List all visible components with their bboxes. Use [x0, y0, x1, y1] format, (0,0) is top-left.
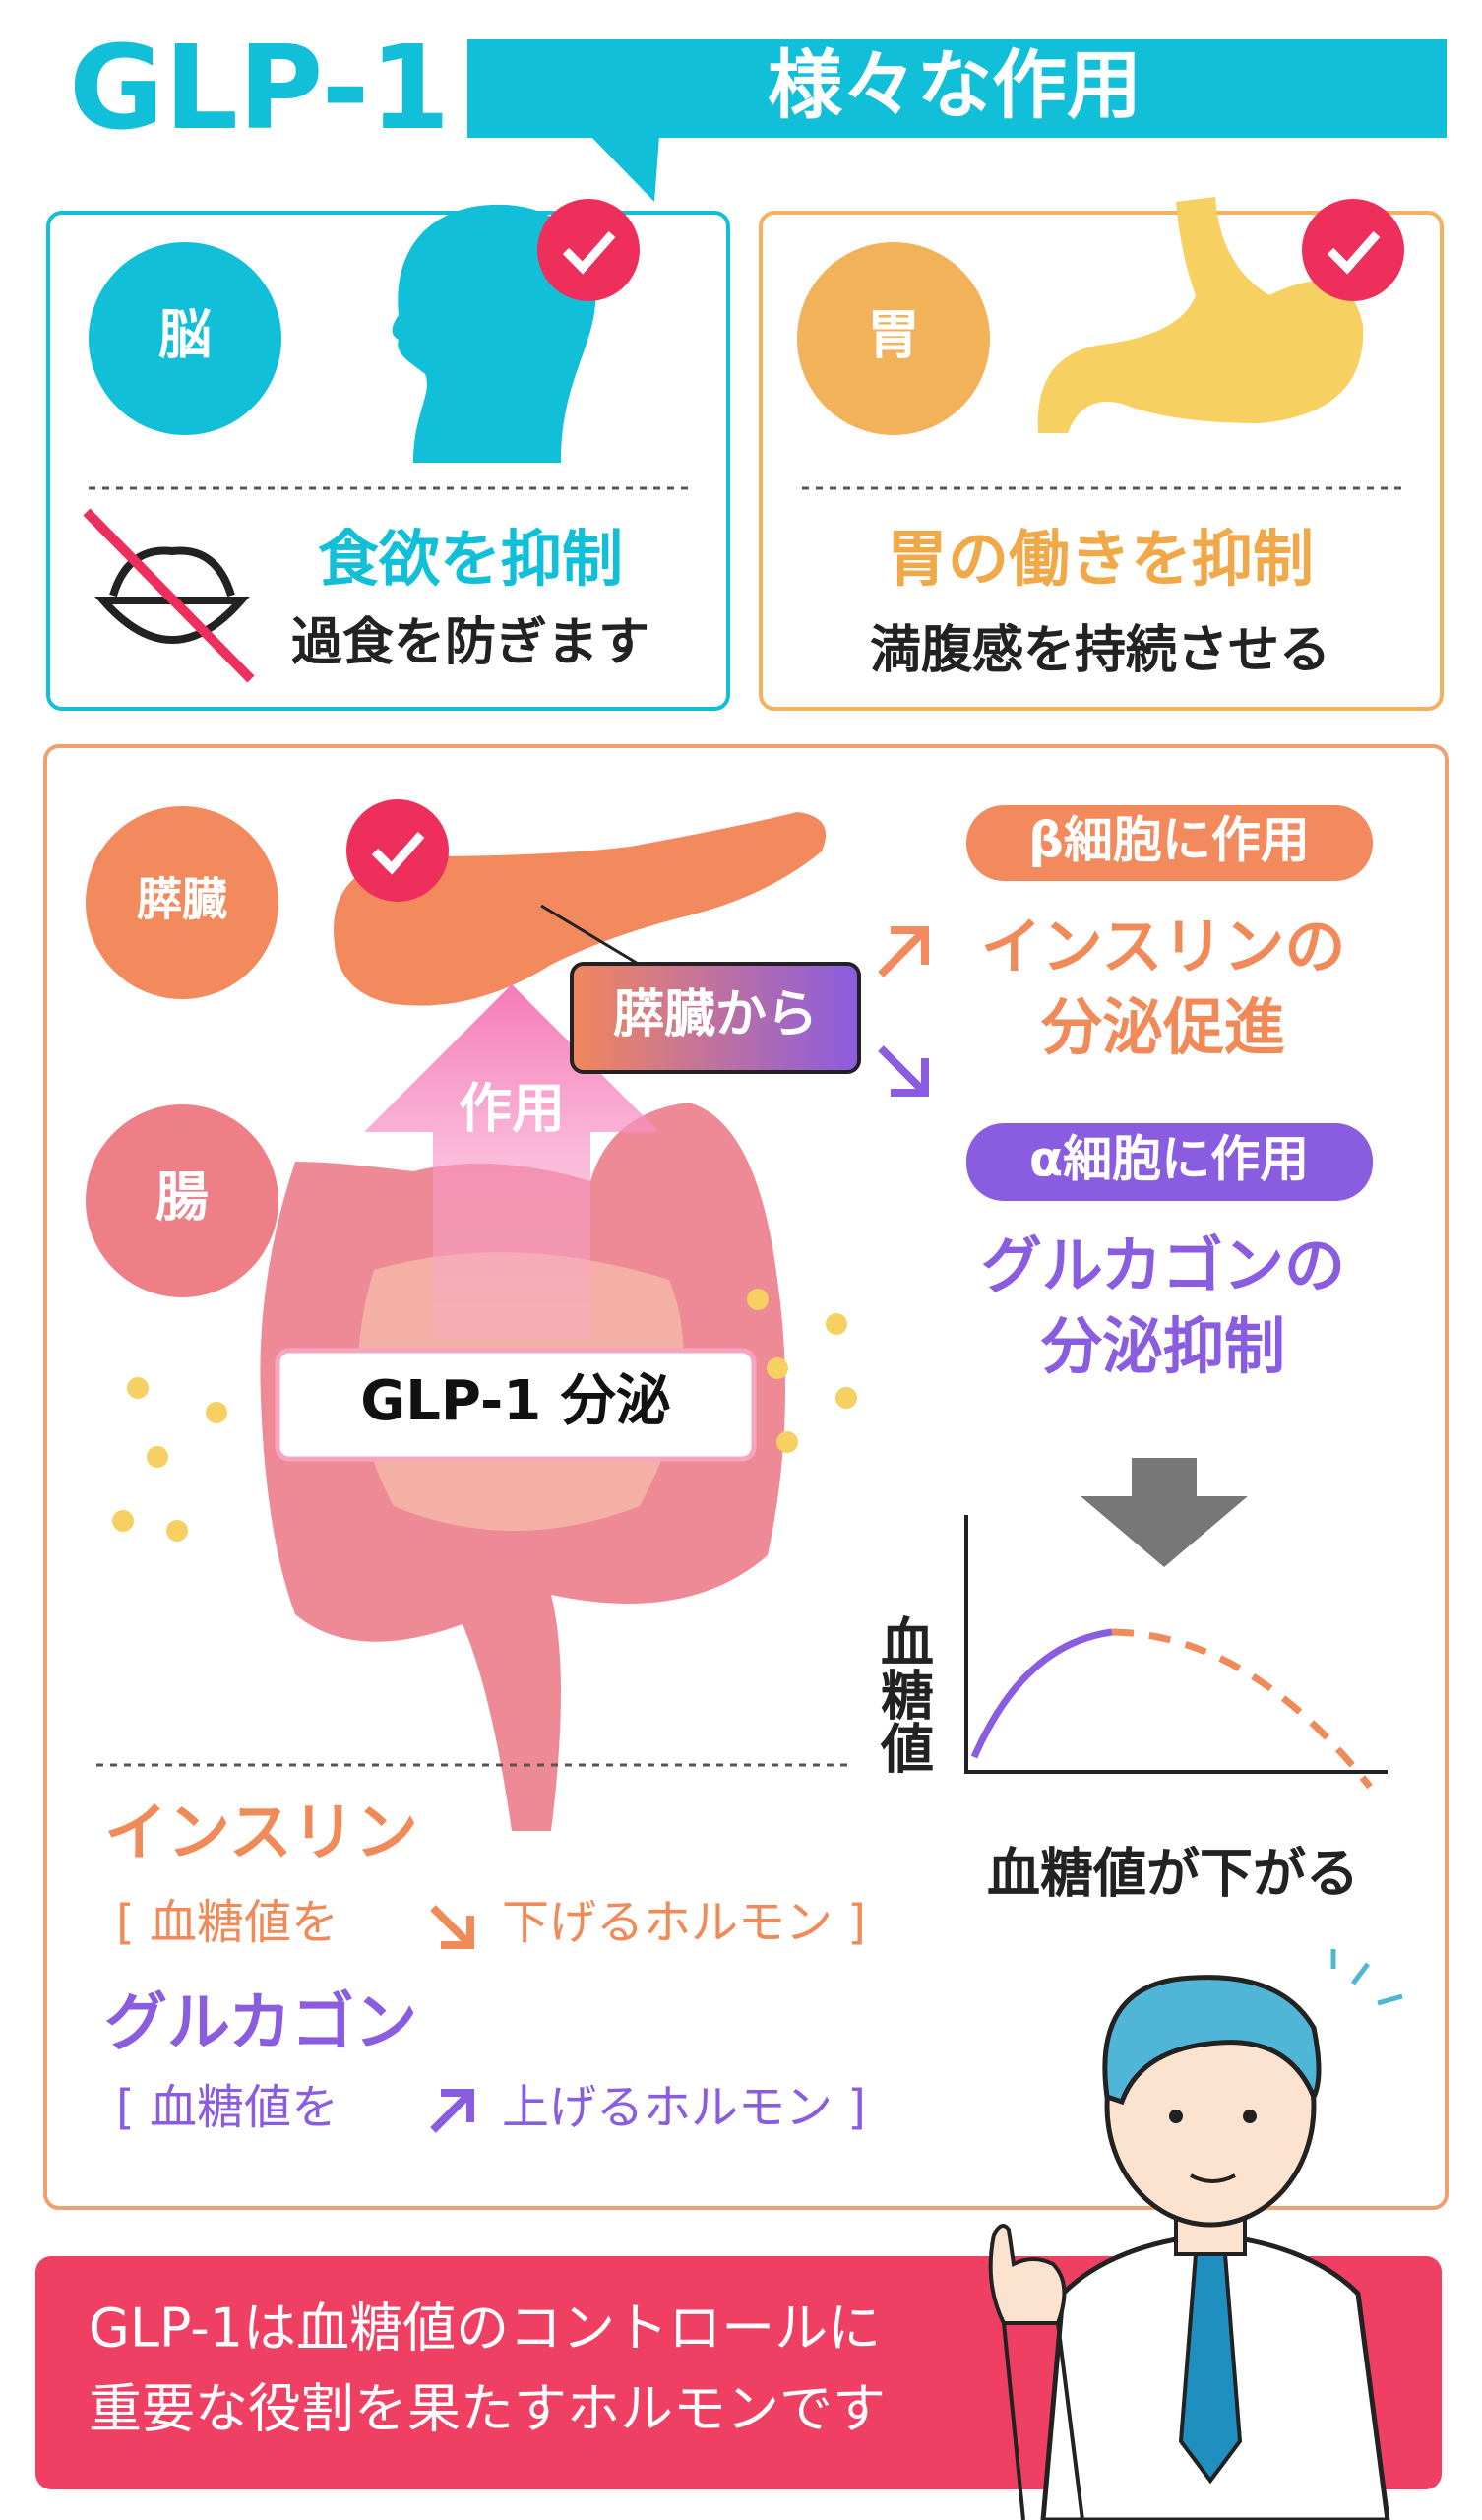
dot — [147, 1446, 168, 1468]
dot — [826, 1313, 847, 1335]
secretion-box — [275, 1348, 757, 1462]
dot — [166, 1520, 188, 1542]
action-arrow-label: 作用 — [459, 1078, 565, 1140]
brain-badge — [89, 242, 281, 435]
down-arrow — [430, 1905, 474, 1949]
pancreas-badge — [86, 806, 278, 999]
graph-curve-fall — [1111, 1628, 1373, 1790]
glucagon-desc: 上げるホルモン ] — [502, 2080, 866, 2135]
stomach-badge — [797, 242, 990, 435]
from-pancreas-box — [570, 962, 861, 1074]
pancreas-icon — [334, 812, 827, 1006]
alpha-tag — [966, 1123, 1373, 1201]
glucagon-name: グルカゴン — [104, 1987, 417, 2060]
check-badge — [1302, 199, 1404, 301]
glp1-dots — [112, 1289, 857, 1542]
stomach-text: 満腹感を持続させる — [870, 621, 1330, 680]
check-badge — [346, 799, 449, 902]
dot — [835, 1387, 857, 1409]
doctor-arm — [1002, 2322, 1084, 2520]
beta-tag — [966, 805, 1373, 881]
beta-effect: 分泌促進 — [1040, 991, 1285, 1063]
check-mark — [371, 832, 425, 875]
dot — [767, 1357, 788, 1379]
sparkle — [1330, 1949, 1403, 2006]
pointer-line — [540, 904, 641, 967]
down-arrow — [878, 1045, 929, 1097]
intestine-badge-label: 腸 — [155, 1166, 209, 1228]
brain-heading: 食欲を抑制 — [318, 523, 623, 595]
stomach-badge-label: 胃 — [867, 304, 920, 366]
doctor-eye — [1243, 2110, 1257, 2123]
graph-caption: 血糖値が下がる — [987, 1843, 1359, 1905]
insulin-desc: [ 血糖値を — [116, 1895, 339, 1950]
beta-effect: インスリンの — [981, 911, 1346, 982]
graph-curve-rise — [970, 1628, 1113, 1759]
subtitle-bar — [467, 39, 1447, 138]
brain-badge-label: 脳 — [158, 304, 212, 366]
strike — [83, 508, 255, 683]
stomach-icon — [1037, 197, 1364, 433]
check-badge — [537, 199, 640, 301]
dot — [776, 1431, 798, 1453]
doctor-eye — [1169, 2110, 1183, 2123]
doctor-hand — [988, 2224, 1067, 2325]
speech-tail — [590, 136, 659, 202]
dot — [747, 1289, 769, 1310]
dot — [112, 1510, 134, 1532]
alpha-effect: 分泌抑制 — [1040, 1310, 1285, 1382]
stomach-heading: 胃の働きを抑制 — [887, 523, 1314, 595]
dot — [127, 1377, 149, 1399]
from-pancreas-label: 膵臓から — [613, 985, 818, 1044]
up-arrow — [430, 2089, 474, 2133]
check-mark — [562, 231, 616, 275]
graph-y-label: 血糖値 — [872, 1614, 935, 1774]
subtitle: 様々な作用 — [768, 41, 1142, 129]
glucagon-desc: [ 血糖値を — [116, 2080, 339, 2135]
doctor-hair — [1102, 1975, 1322, 2106]
up-arrow — [878, 926, 929, 977]
alpha-effect: グルカゴンの — [981, 1229, 1345, 1301]
footer-text: GLP-1は血糖値のコントロールに — [89, 2298, 881, 2360]
beta-tag-label: β細胞に作用 — [1028, 812, 1310, 869]
result-arrow — [1081, 1458, 1248, 1567]
doctor-mouth — [1190, 2174, 1236, 2183]
intestine-badge — [86, 1104, 278, 1297]
secretion-label: GLP-1 分泌 — [360, 1369, 670, 1433]
footer-text: 重要な役割を果たすホルモンです — [89, 2378, 886, 2440]
alpha-tag-label: α細胞に作用 — [1029, 1131, 1309, 1188]
title: GLP-1 — [69, 20, 451, 156]
insulin-desc: 下げるホルモン ] — [502, 1895, 866, 1950]
dot — [206, 1402, 227, 1423]
doctor — [988, 1949, 1403, 2520]
pancreas-badge-label: 膵臓 — [137, 873, 227, 926]
brain-text: 過食を防ぎます — [291, 613, 649, 672]
insulin-name: インスリン — [104, 1797, 418, 1870]
check-mark — [1327, 231, 1381, 275]
